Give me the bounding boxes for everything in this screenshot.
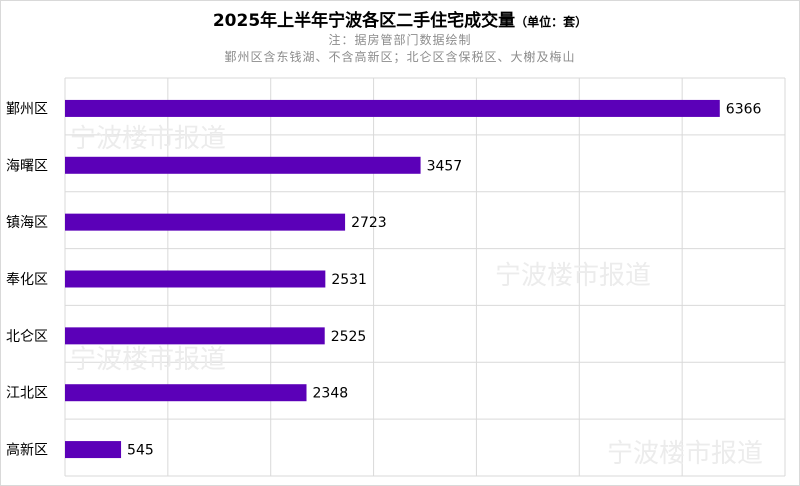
chart-note-source: 注：据房管部门数据绘制 xyxy=(328,33,472,47)
bar xyxy=(65,156,421,174)
category-label: 鄞州区 xyxy=(6,101,48,117)
chart-title: 2025年上半年宁波各区二手住宅成交量 xyxy=(212,11,516,31)
bar xyxy=(65,384,307,402)
chart-unit: （单位：套） xyxy=(515,15,588,29)
bar xyxy=(65,213,346,231)
category-label: 奉化区 xyxy=(6,272,48,288)
bar xyxy=(65,327,325,345)
bar-series xyxy=(65,99,720,459)
bar xyxy=(65,270,326,288)
data-label: 2723 xyxy=(351,215,387,231)
data-label: 2348 xyxy=(313,386,349,402)
data-labels: 6366 3457 2723 2531 2525 2348 545 xyxy=(127,101,761,458)
data-label: 2525 xyxy=(331,329,367,345)
data-label: 545 xyxy=(127,443,154,459)
category-label: 海曙区 xyxy=(6,158,48,174)
chart-note-scope: 鄞州区含东钱湖、不含高新区；北仑区含保税区、大榭及梅山 xyxy=(224,50,576,64)
data-label: 2531 xyxy=(331,272,367,288)
chart-title-row: 2025年上半年宁波各区二手住宅成交量（单位：套） xyxy=(0,6,800,31)
category-label: 高新区 xyxy=(6,442,48,459)
watermark-text: 宁波楼市报道 xyxy=(70,345,226,375)
watermark-text: 宁波楼市报道 xyxy=(70,124,226,154)
grid-lines xyxy=(64,77,786,477)
bar xyxy=(65,99,720,117)
watermark-text: 宁波楼市报道 xyxy=(495,261,651,291)
category-label: 北仑区 xyxy=(6,329,48,345)
data-label: 3457 xyxy=(427,158,463,174)
category-label: 江北区 xyxy=(6,386,48,402)
category-label: 镇海区 xyxy=(6,215,48,231)
bar xyxy=(65,441,122,459)
data-label: 6366 xyxy=(726,101,762,117)
watermark-text: 宁波楼市报道 xyxy=(607,439,763,469)
